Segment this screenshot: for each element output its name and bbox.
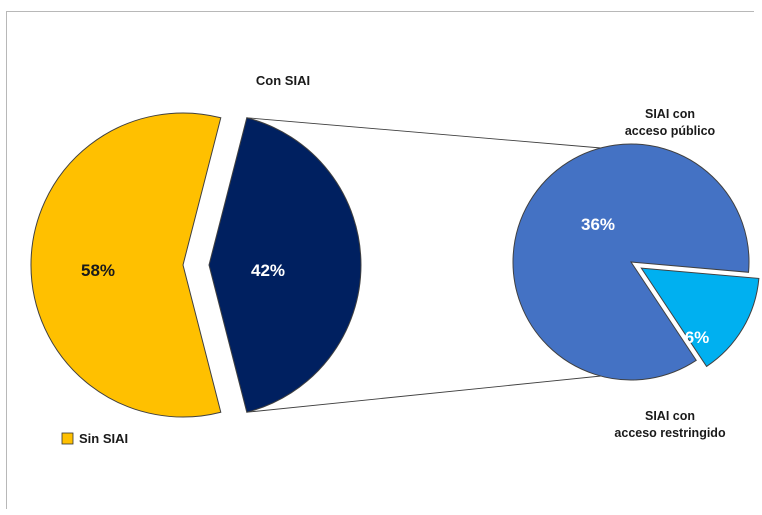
data-label-sin-siai: 58% bbox=[81, 261, 115, 280]
label-restringido-line1: SIAI con bbox=[645, 409, 695, 423]
connector-line-top bbox=[246, 117, 602, 149]
label-con-siai: Con SIAI bbox=[256, 73, 310, 88]
main-pie-slice-con-siai bbox=[208, 117, 362, 413]
data-label-publico: 36% bbox=[581, 215, 615, 234]
label-restringido-line2: acceso restringido bbox=[614, 426, 726, 440]
main-pie-slice-sin-siai bbox=[30, 112, 222, 418]
chart-frame bbox=[6, 11, 754, 509]
label-publico-line2: acceso público bbox=[625, 124, 716, 138]
sub-pie-slice-siai-con-acceso-publico bbox=[512, 143, 750, 381]
sub-pie bbox=[512, 143, 760, 381]
legend-swatch-sin-siai bbox=[61, 432, 74, 445]
legend-label-sin-siai: Sin SIAI bbox=[79, 431, 128, 446]
connector-line-bottom bbox=[246, 375, 602, 413]
chart-labels: Con SIAI SIAI con acceso público SIAI co… bbox=[81, 73, 726, 440]
connector-lines bbox=[246, 117, 602, 413]
legend: Sin SIAI bbox=[61, 431, 128, 446]
main-pie bbox=[30, 112, 362, 418]
label-publico-line1: SIAI con bbox=[645, 107, 695, 121]
data-label-con-siai: 42% bbox=[251, 261, 285, 280]
sub-pie-slice-siai-con-acceso-restringido bbox=[640, 267, 760, 368]
data-label-restringido: 6% bbox=[685, 328, 710, 347]
